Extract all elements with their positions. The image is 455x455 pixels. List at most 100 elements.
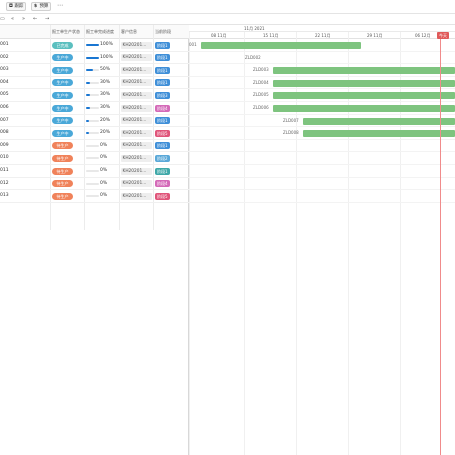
- customer-code[interactable]: KH20201...: [121, 91, 152, 99]
- task-label: ZLD008: [283, 130, 299, 136]
- row-id: 009: [0, 142, 9, 148]
- gantt-row: [189, 140, 455, 153]
- collapse-icon[interactable]: «: [11, 16, 15, 22]
- status-badge: 生产中: [52, 129, 73, 137]
- task-bar[interactable]: [303, 117, 455, 125]
- table-row[interactable]: 005 生产中 30% KH20201... 阶段3: [0, 89, 189, 102]
- budget-button[interactable]: $ 预算: [31, 2, 52, 11]
- row-id: 010: [0, 155, 9, 161]
- gantt-week-header: 08 11月 15 11月 22 11月 29 11月 06 12月: [189, 32, 455, 39]
- progress-percent: 0%: [100, 155, 108, 161]
- task-bar[interactable]: [273, 105, 455, 112]
- table-row[interactable]: 007 生产中 20% KH20201... 阶段1: [0, 115, 189, 128]
- sub-toolbar: ▭ « » ← →: [0, 14, 455, 25]
- table-row[interactable]: 009 待生产 0% KH20201... 阶段1: [0, 140, 189, 153]
- progress-percent: 20%: [100, 130, 111, 136]
- table-row[interactable]: 011 待生产 0% KH20201... 阶段1: [0, 165, 189, 178]
- header-customer[interactable]: 客户信息: [121, 29, 137, 34]
- progress-percent: 0%: [100, 142, 108, 148]
- gantt-row: ZLD003: [189, 64, 455, 77]
- row-id: 008: [0, 130, 9, 136]
- status-badge: 生产中: [52, 117, 73, 125]
- stage-tag: 阶段1: [155, 142, 170, 150]
- task-bar[interactable]: [273, 79, 455, 87]
- header-stage[interactable]: 当前阶段: [155, 29, 171, 34]
- customer-code[interactable]: KH20201...: [121, 129, 152, 137]
- track-label: 跟踪: [14, 4, 24, 9]
- week-label: 22 11月: [315, 33, 331, 38]
- progress-fill: [86, 107, 90, 109]
- table-row[interactable]: 012 待生产 0% KH20201... 阶段4: [0, 178, 189, 191]
- track-button[interactable]: ◘ 跟踪: [6, 2, 27, 11]
- status-badge: 待生产: [52, 180, 73, 188]
- progress-percent: 0%: [100, 168, 108, 173]
- task-bar[interactable]: [201, 42, 361, 49]
- progress-fill: [86, 81, 90, 84]
- progress-bar: [86, 56, 99, 59]
- customer-code[interactable]: KH20201...: [121, 41, 152, 49]
- header-status[interactable]: 报工单生产状态: [52, 29, 80, 34]
- customer-code[interactable]: KH20201...: [121, 142, 152, 150]
- arrow-left-icon[interactable]: ←: [33, 16, 38, 22]
- week-label: 08 11月: [211, 33, 227, 38]
- table-row[interactable]: 006 生产中 30% KH20201... 阶段4: [0, 102, 189, 115]
- customer-code[interactable]: KH20201...: [121, 66, 152, 74]
- expand-icon[interactable]: »: [22, 16, 26, 22]
- progress-percent: 100%: [100, 54, 113, 60]
- progress-fill: [86, 132, 89, 135]
- table-row[interactable]: 003 生产中 50% KH20201... 阶段1: [0, 64, 189, 77]
- today-marker: 今天: [437, 32, 449, 39]
- customer-code[interactable]: KH20201...: [121, 104, 152, 112]
- customer-code[interactable]: KH20201...: [121, 54, 152, 62]
- progress-bar: [86, 132, 99, 135]
- task-bar[interactable]: [303, 130, 455, 138]
- week-gridline: [189, 32, 190, 455]
- arrow-right-icon[interactable]: →: [45, 16, 50, 22]
- row-id: 011: [0, 168, 9, 173]
- stage-tag: 阶段1: [155, 117, 170, 125]
- task-bar[interactable]: [273, 92, 455, 100]
- today-marker-line: [440, 32, 441, 455]
- month-label: 11月 2021: [244, 26, 265, 31]
- customer-code[interactable]: KH20201...: [121, 117, 152, 125]
- stage-tag: 阶段1: [155, 167, 170, 175]
- progress-percent: 0%: [100, 180, 108, 186]
- header-progress[interactable]: 报工单完成进度: [86, 29, 114, 34]
- customer-code[interactable]: KH20201...: [121, 192, 152, 200]
- gantt-row: 001: [189, 39, 455, 52]
- customer-code[interactable]: KH20201...: [121, 154, 152, 162]
- customer-code[interactable]: KH20201...: [121, 79, 152, 87]
- status-badge: 待生产: [52, 154, 73, 162]
- row-id: 001: [0, 42, 9, 47]
- more-menu-icon[interactable]: ⋯: [57, 2, 63, 9]
- customer-code[interactable]: KH20201...: [121, 167, 152, 175]
- table-row[interactable]: 008 生产中 20% KH20201... 阶段5: [0, 127, 189, 140]
- status-badge: 生产中: [52, 104, 73, 112]
- table-row[interactable]: 004 生产中 30% KH20201... 阶段1: [0, 77, 189, 90]
- table-row[interactable]: 013 待生产 0% KH20201... 阶段5: [0, 190, 189, 203]
- progress-percent: 100%: [100, 42, 113, 47]
- column-divider: [84, 25, 85, 230]
- table-row[interactable]: 001 已完成 100% KH20201... 阶段1: [0, 39, 189, 52]
- row-id: 012: [0, 180, 9, 186]
- progress-bar: [86, 44, 99, 46]
- table-row[interactable]: 010 待生产 0% KH20201... 阶段2: [0, 152, 189, 165]
- stage-tag: 阶段1: [155, 66, 170, 74]
- table-row[interactable]: 002 生产中 100% KH20201... 阶段1: [0, 52, 189, 65]
- gantt-row: ZLD008: [189, 127, 455, 140]
- stage-tag: 阶段4: [155, 104, 170, 112]
- gantt-row: ZLD006: [189, 102, 455, 115]
- progress-fill: [86, 56, 99, 59]
- task-bar[interactable]: [273, 67, 455, 75]
- view-toggle-icon[interactable]: ▭: [0, 16, 5, 22]
- week-label: 15 11月: [263, 33, 279, 38]
- grid-header: 报工单生产状态 报工单完成进度 客户信息 当前阶段: [0, 25, 189, 39]
- row-id: 002: [0, 54, 9, 60]
- progress-fill: [86, 69, 93, 72]
- progress-percent: 0%: [100, 193, 108, 199]
- task-grid: 报工单生产状态 报工单完成进度 客户信息 当前阶段 001 已完成 100% K…: [0, 25, 189, 455]
- task-label: ZLD006: [253, 105, 269, 110]
- status-badge: 生产中: [52, 66, 73, 74]
- customer-code[interactable]: KH20201...: [121, 180, 152, 188]
- row-id: 007: [0, 117, 9, 123]
